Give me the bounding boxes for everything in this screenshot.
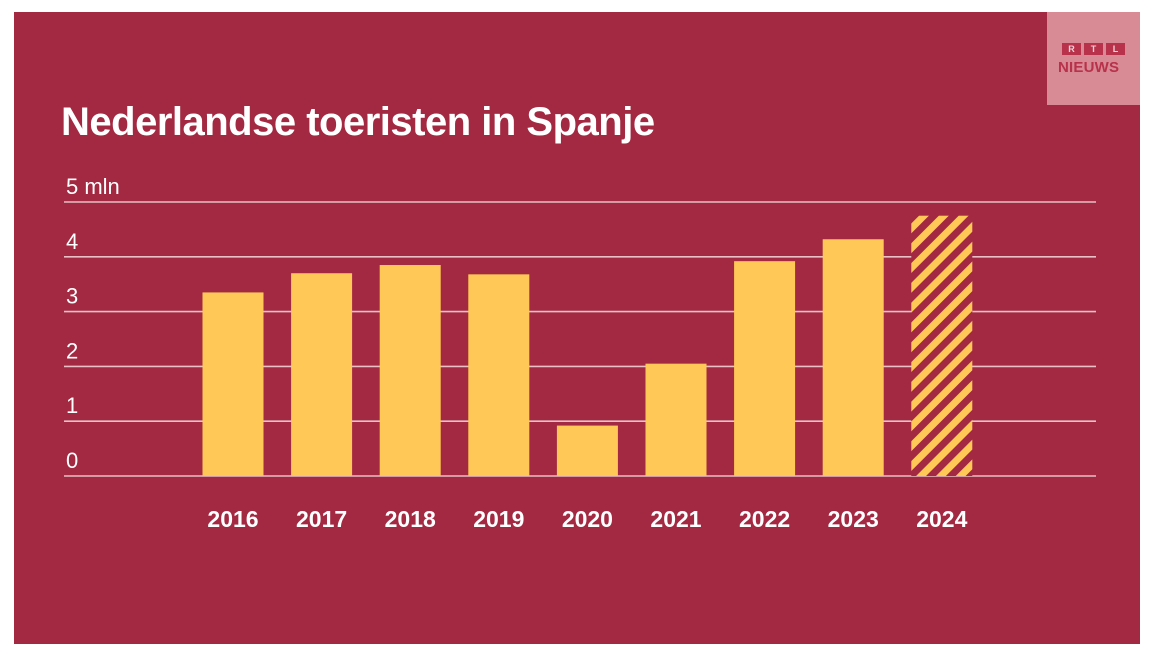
x-tick-label: 2022	[739, 506, 790, 532]
bars	[202, 215, 973, 476]
x-axis-ticks: 2016 2017 2018 2019 2020 2021 2022 2023 2024	[207, 506, 967, 532]
y-tick-label: 2	[66, 338, 78, 363]
bar-2021	[645, 363, 707, 476]
logo-letter-l: L	[1106, 43, 1125, 55]
bar-2017	[291, 273, 353, 476]
y-tick-label: 1	[66, 393, 78, 418]
bar-2022	[734, 261, 796, 476]
bar-2019	[468, 274, 530, 476]
y-axis-ticks: 0 1 2 3 4 5 mln	[66, 174, 120, 473]
bar-2023	[822, 239, 884, 476]
chart-title: Nederlandse toeristen in Spanje	[61, 100, 655, 144]
y-tick-label: 4	[66, 229, 78, 254]
logo-letter-boxes: R T L	[1062, 43, 1125, 55]
x-tick-label: 2024	[916, 506, 967, 532]
x-tick-label: 2017	[296, 506, 347, 532]
x-tick-label: 2021	[650, 506, 701, 532]
x-tick-label: 2019	[473, 506, 524, 532]
x-tick-label: 2016	[207, 506, 258, 532]
x-tick-label: 2023	[828, 506, 879, 532]
logo-letter-r: R	[1062, 43, 1081, 55]
bar-2020	[556, 425, 618, 476]
y-tick-label: 5 mln	[66, 174, 120, 199]
bar-2016	[202, 292, 264, 476]
chart-card: R T L NIEUWS Nederlandse toeristen in Sp…	[14, 12, 1140, 644]
logo-letter-t: T	[1084, 43, 1103, 55]
rtl-nieuws-logo: R T L NIEUWS	[1047, 12, 1140, 105]
x-tick-label: 2018	[385, 506, 436, 532]
bar-2018	[379, 265, 441, 476]
y-tick-label: 3	[66, 284, 78, 309]
bar-2024	[911, 215, 973, 476]
y-tick-label: 0	[66, 448, 78, 473]
logo-word: NIEUWS	[1058, 59, 1120, 76]
x-tick-label: 2020	[562, 506, 613, 532]
